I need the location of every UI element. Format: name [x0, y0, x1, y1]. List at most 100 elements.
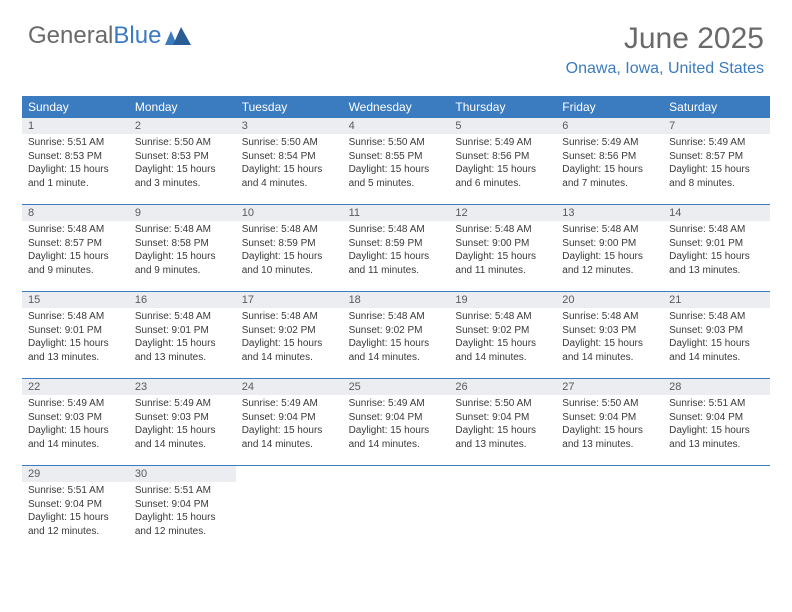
sunset-text: Sunset: 9:04 PM: [349, 411, 444, 425]
day-number: 14: [663, 205, 770, 221]
day-number: 24: [236, 379, 343, 395]
sunrise-text: Sunrise: 5:48 AM: [455, 310, 550, 324]
day-cell: 26Sunrise: 5:50 AMSunset: 9:04 PMDayligh…: [449, 379, 556, 465]
sunrise-text: Sunrise: 5:48 AM: [28, 310, 123, 324]
sunset-text: Sunset: 9:02 PM: [242, 324, 337, 338]
sunset-text: Sunset: 8:59 PM: [349, 237, 444, 251]
daylight-text: Daylight: 15 hours and 3 minutes.: [135, 163, 230, 190]
day-number: 12: [449, 205, 556, 221]
day-cell: 20Sunrise: 5:48 AMSunset: 9:03 PMDayligh…: [556, 292, 663, 378]
title-block: June 2025 Onawa, Iowa, United States: [566, 22, 764, 78]
day-number: 4: [343, 118, 450, 134]
day-number: 11: [343, 205, 450, 221]
sunset-text: Sunset: 9:03 PM: [135, 411, 230, 425]
sunset-text: Sunset: 9:01 PM: [28, 324, 123, 338]
daylight-text: Daylight: 15 hours and 13 minutes.: [669, 250, 764, 277]
day-header-row: SundayMondayTuesdayWednesdayThursdayFrid…: [22, 96, 770, 118]
sunrise-text: Sunrise: 5:49 AM: [135, 397, 230, 411]
day-cell: 22Sunrise: 5:49 AMSunset: 9:03 PMDayligh…: [22, 379, 129, 465]
sunset-text: Sunset: 9:04 PM: [562, 411, 657, 425]
day-cell: 4Sunrise: 5:50 AMSunset: 8:55 PMDaylight…: [343, 118, 450, 204]
day-cell: [663, 466, 770, 552]
sunrise-text: Sunrise: 5:48 AM: [349, 310, 444, 324]
day-cell: 24Sunrise: 5:49 AMSunset: 9:04 PMDayligh…: [236, 379, 343, 465]
day-cell: 13Sunrise: 5:48 AMSunset: 9:00 PMDayligh…: [556, 205, 663, 291]
day-cell: 9Sunrise: 5:48 AMSunset: 8:58 PMDaylight…: [129, 205, 236, 291]
sunset-text: Sunset: 9:04 PM: [242, 411, 337, 425]
logo-flag-icon: [165, 27, 191, 45]
day-number: 27: [556, 379, 663, 395]
daylight-text: Daylight: 15 hours and 13 minutes.: [669, 424, 764, 451]
day-cell: 28Sunrise: 5:51 AMSunset: 9:04 PMDayligh…: [663, 379, 770, 465]
week-row: 22Sunrise: 5:49 AMSunset: 9:03 PMDayligh…: [22, 379, 770, 466]
day-header-cell: Sunday: [22, 96, 129, 118]
day-details: Sunrise: 5:48 AMSunset: 9:02 PMDaylight:…: [236, 310, 343, 364]
daylight-text: Daylight: 15 hours and 13 minutes.: [562, 424, 657, 451]
day-header-cell: Monday: [129, 96, 236, 118]
daylight-text: Daylight: 15 hours and 9 minutes.: [28, 250, 123, 277]
week-row: 15Sunrise: 5:48 AMSunset: 9:01 PMDayligh…: [22, 292, 770, 379]
day-cell: 11Sunrise: 5:48 AMSunset: 8:59 PMDayligh…: [343, 205, 450, 291]
day-number: 9: [129, 205, 236, 221]
sunrise-text: Sunrise: 5:48 AM: [135, 223, 230, 237]
daylight-text: Daylight: 15 hours and 13 minutes.: [455, 424, 550, 451]
day-details: Sunrise: 5:48 AMSunset: 9:00 PMDaylight:…: [556, 223, 663, 277]
sunrise-text: Sunrise: 5:49 AM: [242, 397, 337, 411]
header: GeneralBlue June 2025 Onawa, Iowa, Unite…: [0, 0, 792, 86]
week-row: 29 Sunrise: 5:51 AMSunset: 9:04 PMDayligh…: [22, 466, 770, 552]
day-number: 5: [449, 118, 556, 134]
sunrise-text: Sunrise: 5:48 AM: [669, 223, 764, 237]
day-details: Sunrise: 5:49 AMSunset: 8:56 PMDaylight:…: [449, 136, 556, 190]
day-cell: [556, 466, 663, 552]
day-cell: [449, 466, 556, 552]
sunrise-text: Sunrise: 5:50 AM: [455, 397, 550, 411]
sunrise-text: Sunrise: 5:48 AM: [455, 223, 550, 237]
sunset-text: Sunset: 9:04 PM: [135, 498, 230, 512]
logo-blue: Blue: [113, 22, 161, 50]
sunset-text: Sunset: 8:53 PM: [135, 150, 230, 164]
day-details: Sunrise: 5:51 AMSunset: 9:04 PMDaylight:…: [22, 484, 129, 538]
day-number: 29: [22, 466, 129, 482]
day-details: Sunrise: 5:48 AMSunset: 9:01 PMDaylight:…: [22, 310, 129, 364]
day-number: 3: [236, 118, 343, 134]
day-number: 15: [22, 292, 129, 308]
location: Onawa, Iowa, United States: [566, 60, 764, 78]
sunset-text: Sunset: 9:02 PM: [455, 324, 550, 338]
day-cell: 25Sunrise: 5:49 AMSunset: 9:04 PMDayligh…: [343, 379, 450, 465]
daylight-text: Daylight: 15 hours and 14 minutes.: [669, 337, 764, 364]
day-cell: 27 Sunrise: 5:50 AMSunset: 9:04 PMDayligh…: [556, 379, 663, 465]
day-header-cell: Saturday: [663, 96, 770, 118]
sunset-text: Sunset: 9:04 PM: [669, 411, 764, 425]
day-number: 6: [556, 118, 663, 134]
day-details: Sunrise: 5:48 AMSunset: 9:01 PMDaylight:…: [663, 223, 770, 277]
sunset-text: Sunset: 8:56 PM: [562, 150, 657, 164]
sunrise-text: Sunrise: 5:48 AM: [242, 310, 337, 324]
sunrise-text: Sunrise: 5:49 AM: [669, 136, 764, 150]
sunrise-text: Sunrise: 5:51 AM: [28, 136, 123, 150]
sunrise-text: Sunrise: 5:48 AM: [242, 223, 337, 237]
sunset-text: Sunset: 8:57 PM: [28, 237, 123, 251]
sunset-text: Sunset: 9:00 PM: [455, 237, 550, 251]
day-cell: 2Sunrise: 5:50 AMSunset: 8:53 PMDaylight…: [129, 118, 236, 204]
day-cell: 1Sunrise: 5:51 AMSunset: 8:53 PMDaylight…: [22, 118, 129, 204]
day-cell: 23Sunrise: 5:49 AMSunset: 9:03 PMDayligh…: [129, 379, 236, 465]
day-cell: 29 Sunrise: 5:51 AMSunset: 9:04 PMDayligh…: [22, 466, 129, 552]
day-details: Sunrise: 5:51 AMSunset: 8:53 PMDaylight:…: [22, 136, 129, 190]
day-details: Sunrise: 5:48 AMSunset: 9:01 PMDaylight:…: [129, 310, 236, 364]
day-cell: 30Sunrise: 5:51 AMSunset: 9:04 PMDayligh…: [129, 466, 236, 552]
day-details: Sunrise: 5:49 AMSunset: 8:57 PMDaylight:…: [663, 136, 770, 190]
daylight-text: Daylight: 15 hours and 11 minutes.: [349, 250, 444, 277]
day-details: Sunrise: 5:48 AMSunset: 8:57 PMDaylight:…: [22, 223, 129, 277]
day-number: 8: [22, 205, 129, 221]
sunset-text: Sunset: 8:55 PM: [349, 150, 444, 164]
sunset-text: Sunset: 9:01 PM: [135, 324, 230, 338]
sunrise-text: Sunrise: 5:48 AM: [562, 223, 657, 237]
sunset-text: Sunset: 9:03 PM: [562, 324, 657, 338]
day-cell: 17Sunrise: 5:48 AMSunset: 9:02 PMDayligh…: [236, 292, 343, 378]
day-details: Sunrise: 5:50 AMSunset: 9:04 PMDaylight:…: [556, 397, 663, 451]
day-number: 19: [449, 292, 556, 308]
logo: GeneralBlue: [28, 22, 191, 50]
day-details: Sunrise: 5:49 AMSunset: 9:03 PMDaylight:…: [129, 397, 236, 451]
sunrise-text: Sunrise: 5:49 AM: [349, 397, 444, 411]
day-header-cell: Tuesday: [236, 96, 343, 118]
